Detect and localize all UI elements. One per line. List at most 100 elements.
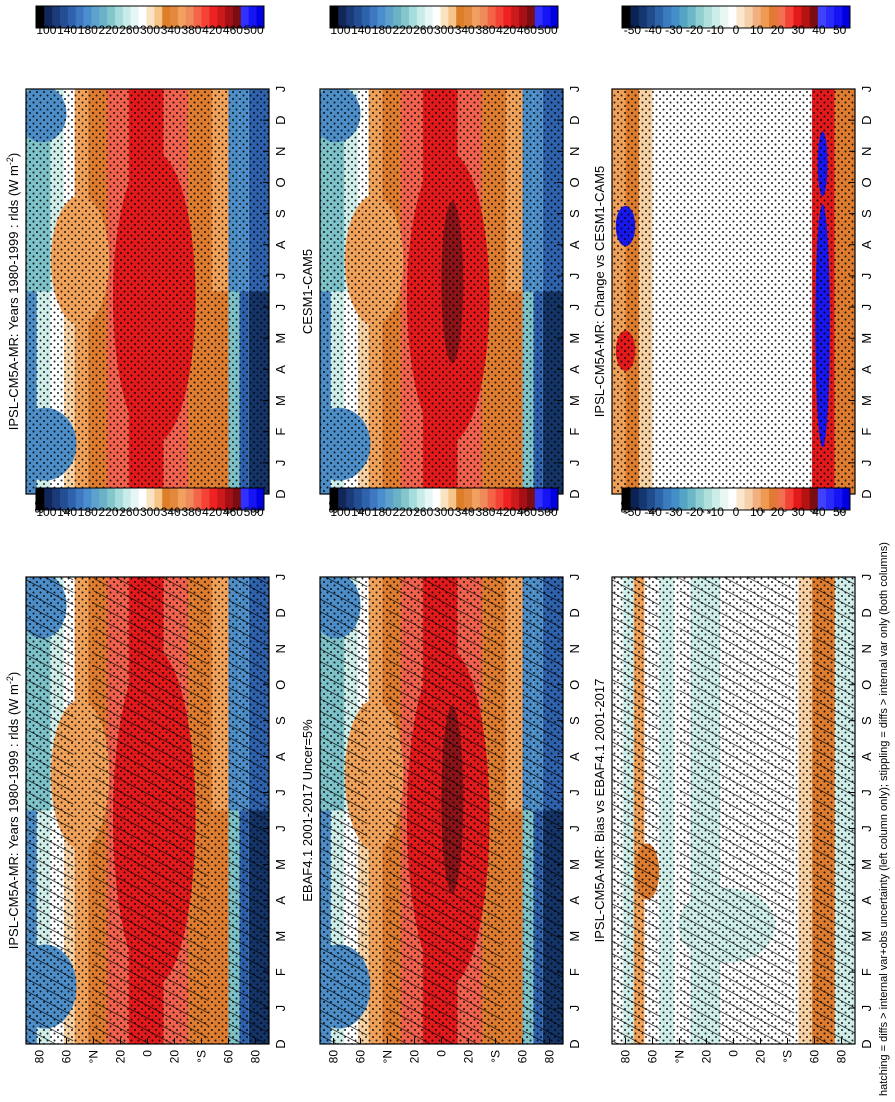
- panel-title: EBAF4.1 2001-2017 Uncer=5%: [300, 719, 315, 902]
- colorbar-label: 180: [372, 23, 392, 37]
- colorbar-swatch: [106, 488, 116, 510]
- y-tick-label: 80: [327, 1050, 341, 1064]
- colorbar-frame: [621, 5, 851, 29]
- x-tick-label: A: [859, 240, 874, 249]
- colorbar-swatch: [630, 6, 639, 28]
- x-tick-label: J: [567, 86, 582, 93]
- y-tick-label: 60: [354, 1050, 368, 1064]
- x-tick-label: J: [567, 825, 582, 832]
- colorbar-label: -10: [707, 505, 725, 519]
- colorbar-label: 0: [733, 505, 740, 519]
- colorbar-swatch: [744, 488, 753, 510]
- colorbar-label: 340: [455, 23, 475, 37]
- stipple-overlay: [26, 577, 269, 1044]
- colorbar-swatch: [662, 6, 672, 28]
- colorbar-swatch: [736, 6, 745, 28]
- panels: D J F M A M J J A S O N D J 80 60 °N 20 0 20 °S 60 80 IPSL-CM5A…: [5, 86, 874, 1064]
- colorbar-label: 30: [792, 23, 806, 37]
- colorbar-swatch: [841, 6, 851, 28]
- x-tick-label: J: [273, 574, 288, 581]
- colorbar-label: 10: [750, 23, 764, 37]
- colorbar-swatch: [784, 488, 794, 510]
- colorbar-swatch: [377, 488, 386, 510]
- x-tick-label: D: [273, 1039, 288, 1048]
- colorbar-swatch: [630, 488, 639, 510]
- x-tick-label: D: [567, 608, 582, 617]
- colorbar-label: 300: [434, 505, 454, 519]
- colorbar-frame: [35, 5, 265, 29]
- x-tick-label: A: [859, 896, 874, 905]
- colorbar-swatch: [400, 488, 410, 510]
- x-tick-label: M: [567, 333, 582, 344]
- x-tick-label: D: [859, 489, 874, 498]
- colorbar-swatch: [416, 6, 425, 28]
- y-tick-label: 60: [808, 1050, 822, 1064]
- x-tick-label: F: [567, 968, 582, 976]
- colorbar-label: 50: [833, 23, 847, 37]
- colorbar-swatch: [776, 488, 786, 510]
- x-tick-label: J: [273, 825, 288, 832]
- x-tick-label: M: [273, 859, 288, 870]
- colorbar-swatch: [455, 6, 465, 28]
- x-tick-label: J: [859, 1005, 874, 1012]
- colorbar-label: 380: [181, 505, 201, 519]
- colorbar-swatch: [224, 488, 233, 510]
- colorbar-swatch: [122, 6, 131, 28]
- colorbar-label: 460: [223, 23, 243, 37]
- panel-bias: D J F M A M J J A S O N D J 80 60 °N 20 0 20 °S 60 80 IPSL-CM5A…: [592, 574, 874, 1064]
- colorbar-label: 220: [393, 505, 413, 519]
- x-tick-label: D: [859, 115, 874, 124]
- x-tick-label: A: [859, 752, 874, 761]
- colorbar-swatch: [687, 488, 696, 510]
- panel-field: [612, 89, 855, 494]
- colorbar-label: 180: [78, 23, 98, 37]
- colorbar-swatch: [784, 6, 794, 28]
- x-tick-label: J: [859, 86, 874, 93]
- colorbar-swatch: [43, 6, 53, 28]
- colorbar-label: 0: [733, 23, 740, 37]
- colorbar-swatch: [833, 488, 843, 510]
- x-tick-label: M: [859, 395, 874, 406]
- colorbar-label: 300: [140, 505, 160, 519]
- colorbar-label: 380: [181, 23, 201, 37]
- colorbar-swatch: [463, 6, 472, 28]
- colorbar-swatch: [83, 6, 92, 28]
- x-tick-label: J: [273, 1005, 288, 1012]
- colorbar-swatch: [711, 6, 721, 28]
- x-tick-label: D: [273, 608, 288, 617]
- x-tick-label: N: [567, 147, 582, 156]
- colorbar-swatch: [424, 6, 433, 28]
- colorbar-swatch: [59, 488, 68, 510]
- colorbar-swatch: [98, 488, 108, 510]
- colorbar-swatch: [416, 488, 425, 510]
- colorbar-swatch: [695, 6, 704, 28]
- colorbar-swatch: [361, 6, 370, 28]
- x-tick-label: F: [859, 428, 874, 436]
- colorbar-swatch: [695, 488, 704, 510]
- colorbar-label: 100: [330, 23, 350, 37]
- colorbar-label: 300: [140, 23, 160, 37]
- colorbar-swatch: [36, 6, 45, 28]
- colorbar-swatch: [91, 6, 100, 28]
- colorbar-swatch: [487, 6, 496, 28]
- colorbar-label: 260: [413, 505, 433, 519]
- colorbar-bias: 50 40 30 20 10 0 -10-20-30-40-50: [621, 487, 851, 519]
- colorbar-label: 10: [750, 505, 764, 519]
- y-tick-label: °S: [781, 1050, 795, 1063]
- y-tick-label: 80: [249, 1050, 263, 1064]
- colorbar-swatch: [193, 488, 202, 510]
- colorbar-swatch: [385, 6, 394, 28]
- figure-footnote: hatching = diffs > internal var+obs unce…: [878, 542, 890, 1096]
- colorbar-swatch: [408, 6, 417, 28]
- x-tick-label: S: [859, 209, 874, 218]
- colorbar-swatch: [760, 488, 769, 510]
- x-tick-label: J: [567, 304, 582, 311]
- colorbar-label: 20: [771, 505, 785, 519]
- colorbar-swatch: [471, 6, 480, 28]
- colorbar-label: 420: [202, 23, 222, 37]
- colorbar-swatch: [424, 488, 433, 510]
- colorbar-swatch: [232, 6, 241, 28]
- panel-title: IPSL-CM5A-MR: Years 1980-1999 : rlds (W …: [5, 153, 21, 431]
- colorbar-swatch: [471, 488, 480, 510]
- colorbar-label: 420: [496, 505, 516, 519]
